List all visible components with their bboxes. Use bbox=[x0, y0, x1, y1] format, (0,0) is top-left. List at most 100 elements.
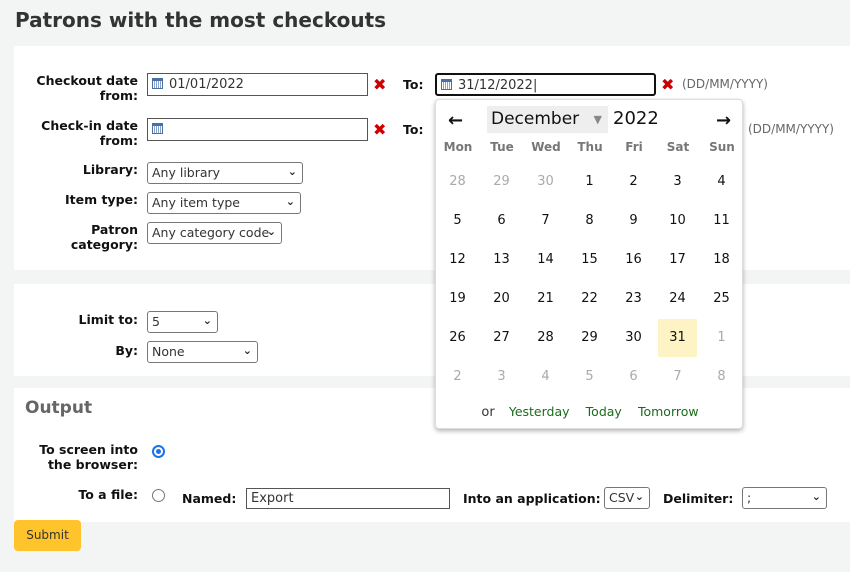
calendar-day[interactable]: 21 bbox=[537, 291, 554, 306]
calendar-day[interactable]: 29 bbox=[581, 330, 598, 345]
itemtype-label: Item type: bbox=[64, 192, 138, 207]
file-radio[interactable] bbox=[152, 489, 165, 502]
output-heading: Output bbox=[25, 398, 93, 418]
calendar-day[interactable]: 2 bbox=[453, 369, 462, 384]
delimiter-select[interactable]: ; ⌄ bbox=[742, 487, 827, 509]
calendar-icon bbox=[152, 123, 163, 134]
or-text: or bbox=[481, 405, 495, 420]
itemtype-select[interactable]: Any item type ⌄ bbox=[147, 192, 301, 214]
checkout-from-label: Checkout date from: bbox=[36, 73, 138, 103]
to-label: To: bbox=[403, 77, 424, 92]
screen-label: To screen into the browser: bbox=[39, 442, 138, 472]
calendar-day[interactable]: 30 bbox=[625, 330, 642, 345]
calendar-day[interactable]: 3 bbox=[497, 369, 506, 384]
weekday-header: Mon bbox=[443, 140, 473, 154]
submit-button[interactable]: Submit bbox=[14, 520, 81, 551]
calendar-day[interactable]: 9 bbox=[629, 213, 638, 228]
calendar-day[interactable]: 4 bbox=[717, 174, 726, 189]
chevron-down-icon: ⌄ bbox=[266, 225, 276, 238]
calendar-day[interactable]: 20 bbox=[493, 291, 510, 306]
calendar-day[interactable]: 3 bbox=[673, 174, 682, 189]
to-label: To: bbox=[403, 122, 424, 137]
checkout-to-input[interactable]: 31/12/2022| bbox=[435, 73, 656, 96]
calendar-day[interactable]: 29 bbox=[493, 174, 510, 189]
prev-month-icon[interactable]: ← bbox=[448, 110, 464, 131]
checkout-from-input[interactable]: 01/01/2022 bbox=[147, 73, 368, 96]
date-format-hint: (DD/MM/YYYY) bbox=[748, 122, 834, 136]
calendar-day[interactable]: 23 bbox=[625, 291, 642, 306]
clear-icon[interactable]: ✖ bbox=[373, 75, 387, 94]
calendar-day[interactable]: 2 bbox=[629, 174, 638, 189]
checkin-from-input[interactable] bbox=[147, 118, 368, 141]
checkin-from-label: Check-in date from: bbox=[41, 118, 138, 148]
library-label: Library: bbox=[82, 162, 138, 177]
library-select[interactable]: Any library ⌄ bbox=[147, 162, 303, 184]
calendar-day[interactable]: 30 bbox=[537, 174, 554, 189]
next-month-icon[interactable]: → bbox=[716, 110, 732, 131]
app-select[interactable]: CSV ⌄ bbox=[604, 487, 650, 509]
calendar-day[interactable]: 13 bbox=[493, 252, 510, 267]
calendar-day[interactable]: 14 bbox=[537, 252, 554, 267]
calendar-day[interactable]: 17 bbox=[669, 252, 686, 267]
calendar-day[interactable]: 12 bbox=[449, 252, 466, 267]
calendar-day[interactable]: 1 bbox=[717, 330, 726, 345]
calendar-day[interactable]: 7 bbox=[541, 213, 550, 228]
weekday-header: Thu bbox=[577, 140, 603, 154]
calendar-day[interactable]: 24 bbox=[669, 291, 686, 306]
calendar-icon bbox=[152, 78, 163, 89]
category-select[interactable]: Any category code ⌄ bbox=[147, 222, 282, 244]
calendar-day[interactable]: 7 bbox=[673, 369, 682, 384]
today-link[interactable]: Today bbox=[585, 404, 622, 419]
chevron-down-icon: ⌄ bbox=[202, 314, 212, 327]
weekday-header: Fri bbox=[625, 140, 643, 154]
delimiter-label: Delimiter: bbox=[663, 491, 734, 506]
chevron-down-icon: ⌄ bbox=[287, 165, 297, 178]
clear-icon[interactable]: ✖ bbox=[373, 120, 387, 139]
caret-down-icon: ▼ bbox=[593, 113, 602, 126]
calendar-day[interactable]: 18 bbox=[713, 252, 730, 267]
year-label[interactable]: 2022 bbox=[613, 108, 659, 129]
calendar-day[interactable]: 28 bbox=[449, 174, 466, 189]
calendar-day[interactable]: 26 bbox=[449, 330, 466, 345]
chevron-down-icon: ⌄ bbox=[811, 490, 821, 503]
weekday-header: Tue bbox=[490, 140, 514, 154]
calendar-day[interactable]: 4 bbox=[541, 369, 550, 384]
calendar-day[interactable]: 6 bbox=[497, 213, 506, 228]
limit-select[interactable]: 5 ⌄ bbox=[147, 311, 218, 333]
calendar-day[interactable]: 8 bbox=[585, 213, 594, 228]
clear-icon[interactable]: ✖ bbox=[661, 75, 675, 94]
limit-label: Limit to: bbox=[78, 312, 138, 327]
calendar-day[interactable]: 5 bbox=[585, 369, 594, 384]
calendar-day[interactable]: 8 bbox=[717, 369, 726, 384]
weekday-header: Sat bbox=[666, 140, 690, 154]
calendar-day[interactable]: 25 bbox=[713, 291, 730, 306]
chevron-down-icon: ⌄ bbox=[242, 344, 252, 357]
app-label: Into an application: bbox=[463, 491, 601, 506]
chevron-down-icon: ⌄ bbox=[634, 490, 644, 503]
category-label: Patron category: bbox=[70, 222, 138, 252]
calendar-day[interactable]: 1 bbox=[585, 174, 594, 189]
file-label: To a file: bbox=[78, 487, 138, 502]
calendar-day[interactable]: 19 bbox=[449, 291, 466, 306]
calendar-day[interactable]: 27 bbox=[493, 330, 510, 345]
calendar-day[interactable]: 15 bbox=[581, 252, 598, 267]
page-title: Patrons with the most checkouts bbox=[15, 8, 387, 32]
month-select[interactable]: December ▼ bbox=[487, 106, 608, 133]
calendar-day[interactable]: 10 bbox=[669, 213, 686, 228]
weekday-header: Sun bbox=[709, 140, 735, 154]
calendar-day[interactable]: 31 bbox=[658, 319, 697, 357]
named-input[interactable]: Export bbox=[246, 488, 450, 509]
calendar-day[interactable]: 16 bbox=[625, 252, 642, 267]
by-select[interactable]: None ⌄ bbox=[147, 341, 258, 363]
yesterday-link[interactable]: Yesterday bbox=[508, 404, 570, 419]
quick-links: or Yesterday Today Tomorrow bbox=[436, 404, 744, 420]
screen-radio[interactable] bbox=[152, 445, 165, 458]
named-label: Named: bbox=[182, 491, 237, 506]
calendar-icon bbox=[441, 79, 452, 90]
calendar-day[interactable]: 28 bbox=[537, 330, 554, 345]
calendar-day[interactable]: 6 bbox=[629, 369, 638, 384]
calendar-day[interactable]: 22 bbox=[581, 291, 598, 306]
calendar-day[interactable]: 11 bbox=[713, 213, 730, 228]
tomorrow-link[interactable]: Tomorrow bbox=[637, 404, 699, 419]
calendar-day[interactable]: 5 bbox=[453, 213, 462, 228]
